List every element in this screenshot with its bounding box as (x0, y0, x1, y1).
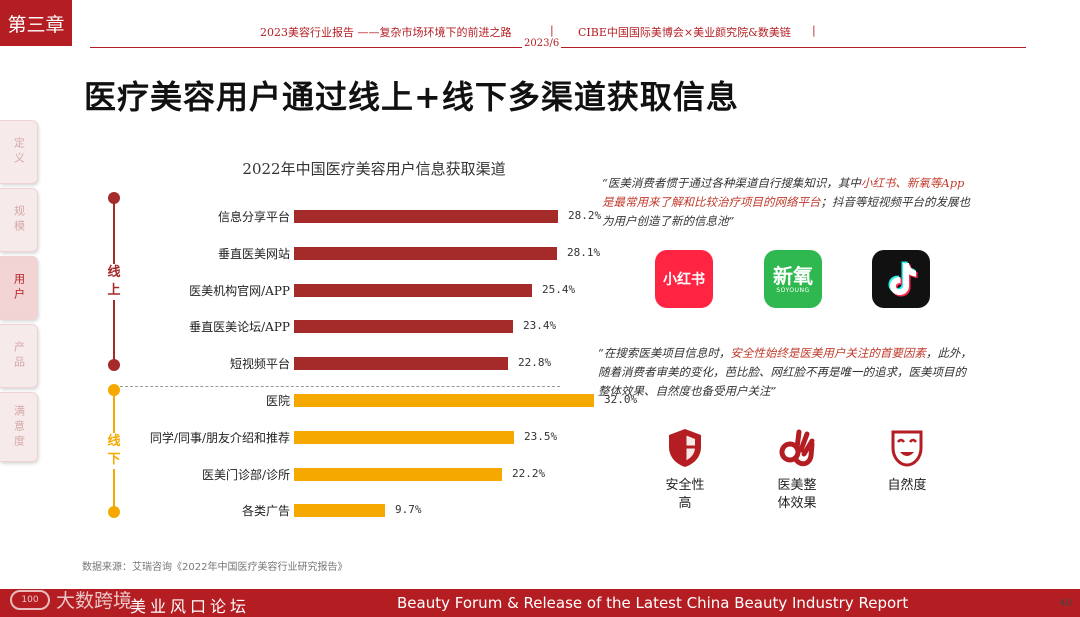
bar-value: 25.4% (542, 282, 576, 296)
feature-safety: 安全性高 (645, 425, 725, 513)
bar-value: 28.1% (567, 245, 601, 259)
group-dot (108, 192, 120, 204)
footer-cn-title: 美业风口论坛 (130, 597, 251, 616)
side-nav-item-product[interactable]: 产品 (0, 324, 38, 388)
mask-icon (891, 430, 923, 467)
group-dot (108, 506, 120, 519)
bar-label: 信息分享平台 (217, 210, 290, 224)
watermark-text: 大数跨境 (56, 590, 133, 612)
bar (294, 320, 513, 334)
bar (294, 394, 594, 407)
bar-label: 垂直医美网站 (217, 246, 290, 261)
bar-label: 各类广告 (241, 504, 290, 519)
bar-label: 短视频平台 (229, 357, 290, 372)
footer-en-title: Beauty Forum & Release of the Latest Chi… (397, 594, 909, 612)
feature-label: 自然度 (887, 478, 927, 493)
header-date: 2023/6 (522, 38, 562, 49)
footer-bar: 美业风口论坛 Beauty Forum & Release of the Lat… (0, 589, 1080, 617)
group-label: 线 下 (106, 433, 122, 470)
quote-text: ，此外，随着消费者审美的变化，芭比脸、网红脸不再是唯一的追求，医美项目的整体效果… (598, 346, 972, 398)
quote-text: ；抖音等短视频平台的发展也为用户创造了新的信息池” (602, 195, 970, 228)
side-nav-item-definition[interactable]: 定义 (0, 120, 38, 184)
bar (294, 357, 508, 371)
bar (294, 246, 557, 260)
bar-label: 同学/同事/朋友介绍和推荐 (149, 430, 290, 445)
quote-highlight: 安全性始终是医美用户关注的首要因素 (730, 346, 926, 360)
xiaohongshu-logo-icon: 小红书 (655, 250, 713, 308)
header-separator: | (550, 24, 554, 37)
feature-label: 高 (678, 496, 692, 511)
soyoung-logo-cn: 新氧 (773, 263, 813, 288)
chapter-tag: 第三章 (0, 0, 72, 46)
side-nav-item-satisfaction[interactable]: 满意度 (0, 392, 38, 462)
xiaohongshu-logo-text: 小红书 (663, 272, 705, 288)
group-divider (120, 386, 560, 387)
page-number: 40 (1059, 598, 1072, 609)
bar-value: 23.5% (524, 429, 558, 443)
side-nav: 定义 规模 用户 产品 满意度 (0, 120, 40, 466)
quote-highlight: 小红书、新氧等App是最常用来了解和比较治疗项目的网络平台 (602, 176, 965, 209)
bar-value: 32.0% (604, 393, 638, 406)
soyoung-logo-en: SOYOUNG (776, 286, 810, 294)
header-organizer: CIBE中国国际美博会×美业颜究院&数美链 (578, 26, 791, 39)
bar-label: 垂直医美论坛/APP (189, 320, 290, 335)
bar-value: 22.8% (518, 356, 552, 370)
shield-icon (669, 429, 701, 467)
feature-label: 安全性 (665, 478, 705, 493)
bar-value: 23.4% (523, 319, 557, 333)
quote-text: “医美消费者惯于通过各种渠道自行搜集知识，其中 (602, 176, 861, 190)
feature-overall-effect: 医美整 体效果 (757, 425, 837, 513)
chart-title: 2022年中国医疗美容用户信息获取渠道 (242, 160, 506, 178)
group-dot (108, 359, 120, 372)
bar-label: 医院 (265, 394, 290, 408)
channel-bar-chart: 2022年中国医疗美容用户信息获取渠道 信息分享平台 28.2% 垂直医美网站 28.… (96, 150, 637, 535)
bar (294, 430, 514, 444)
bar (294, 504, 385, 518)
douyin-logo-icon (872, 250, 930, 308)
watermark: 100 大数跨境 (10, 586, 132, 613)
feature-label: 医美整 (777, 478, 817, 493)
bar (294, 467, 502, 481)
watermark-logo-icon: 100 (10, 589, 50, 610)
feature-naturalness: 自然度 (867, 425, 947, 495)
ok-hand-icon (779, 429, 815, 467)
soyoung-logo-icon: 新氧 SOYOUNG (764, 250, 822, 308)
tiktok-note-icon (888, 261, 918, 297)
bar-value: 9.7% (395, 503, 422, 517)
bar-label: 医美门诊部/诊所 (201, 467, 290, 482)
side-nav-item-scale[interactable]: 规模 (0, 188, 38, 252)
bar (294, 283, 532, 297)
header-separator: | (812, 24, 816, 37)
quote-user-concerns: “在搜索医美项目信息时，安全性始终是医美用户关注的首要因素，此外，随着消费者审美… (598, 344, 974, 401)
quote-info-channels: “医美消费者惯于通过各种渠道自行搜集知识，其中小红书、新氧等App是最常用来了解… (602, 174, 974, 231)
group-dot (108, 384, 120, 396)
bar-label: 医美机构官网/APP (189, 283, 290, 298)
side-nav-item-user[interactable]: 用户 (0, 256, 38, 320)
group-label: 线 上 (106, 263, 122, 300)
page-title: 医疗美容用户通过线上+线下多渠道获取信息 (84, 78, 739, 116)
bar (294, 210, 558, 223)
quote-text: “在搜索医美项目信息时， (598, 346, 731, 360)
bar-value: 28.2% (568, 209, 602, 222)
bar-value: 22.2% (512, 466, 546, 480)
header-report-title: 2023美容行业报告 ——复杂市场环境下的前进之路 (260, 26, 512, 39)
feature-label: 体效果 (777, 496, 817, 511)
data-source: 数据来源：艾瑞咨询《2022年中国医疗美容行业研究报告》 (82, 562, 348, 573)
